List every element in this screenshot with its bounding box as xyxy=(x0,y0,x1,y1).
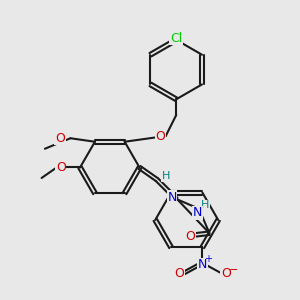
Text: O: O xyxy=(56,161,66,174)
Text: O: O xyxy=(221,267,231,280)
Text: Cl: Cl xyxy=(170,32,182,45)
Text: N: N xyxy=(167,191,177,204)
Text: −: − xyxy=(229,265,239,275)
Text: H: H xyxy=(201,200,209,210)
Text: O: O xyxy=(156,130,165,142)
Text: H: H xyxy=(161,171,170,181)
Text: O: O xyxy=(55,132,65,145)
Text: O: O xyxy=(185,230,195,243)
Text: +: + xyxy=(204,254,212,264)
Text: N: N xyxy=(198,258,207,271)
Text: N: N xyxy=(193,206,202,219)
Text: O: O xyxy=(174,267,184,280)
Text: methoxy: methoxy xyxy=(45,138,52,139)
